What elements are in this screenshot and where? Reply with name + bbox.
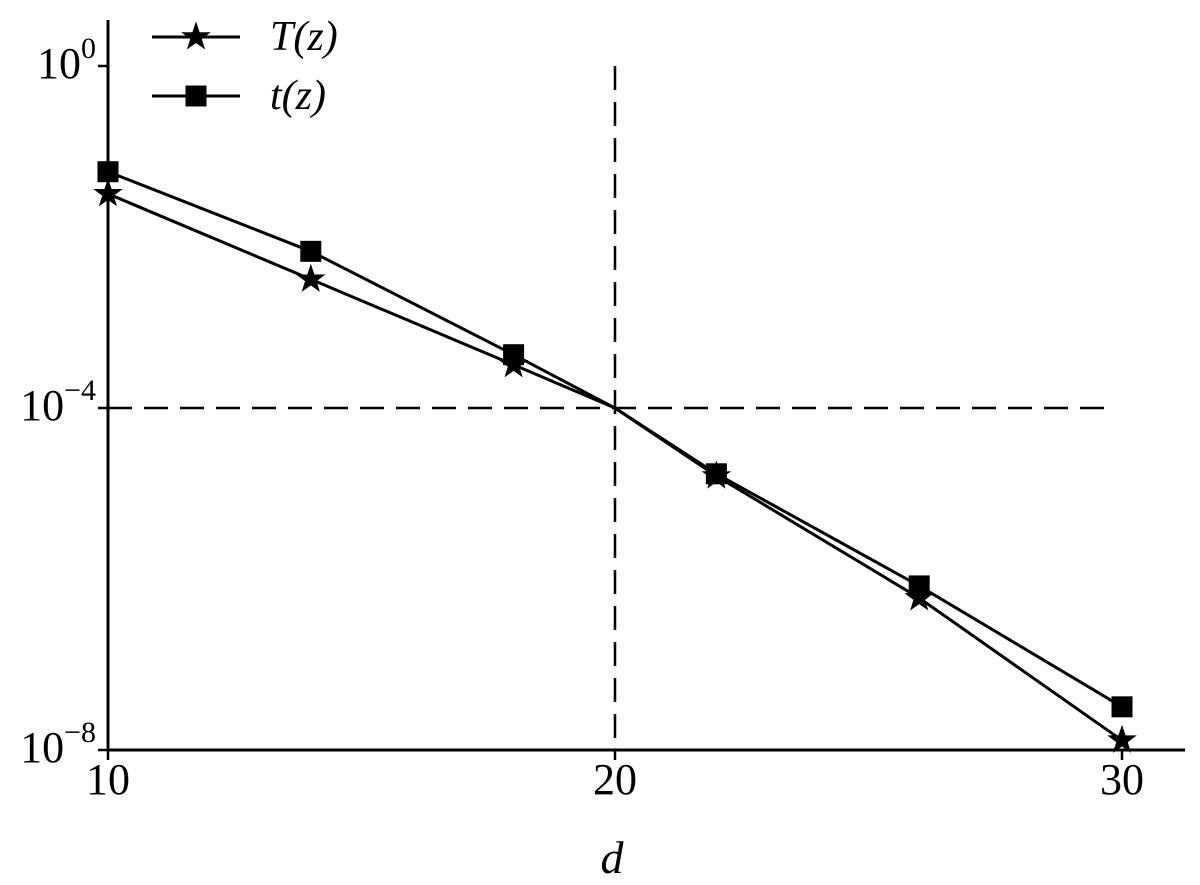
data-point-square <box>1111 696 1133 718</box>
x-tick-label: 20 <box>593 755 637 804</box>
series-layer <box>93 161 1137 753</box>
legend: T(z) t(z) <box>152 14 338 119</box>
data-point-star <box>498 349 529 378</box>
y-tick-label: 10−4 <box>20 374 96 430</box>
legend-item-square: t(z) <box>152 73 326 119</box>
series-star <box>93 178 1137 753</box>
axes: 10 20 30 100 10−4 10−8 <box>20 20 1185 804</box>
data-point-star <box>701 460 732 489</box>
legend-label: T(z) <box>270 14 338 60</box>
x-axis-title: d <box>601 832 625 883</box>
reference-lines <box>108 66 1112 750</box>
data-point-square <box>300 240 322 262</box>
x-tick-label: 30 <box>1100 755 1144 804</box>
y-tick-label: 100 <box>37 32 96 88</box>
y-tick-label: 10−8 <box>20 716 96 772</box>
legend-marker-star <box>181 21 211 50</box>
data-point-star <box>904 582 934 611</box>
data-point-star <box>1107 724 1137 753</box>
x-tick-label: 10 <box>86 755 130 804</box>
data-point-star <box>296 263 326 292</box>
legend-label: t(z) <box>270 73 326 119</box>
data-point-star <box>93 178 123 207</box>
legend-marker-square <box>185 85 207 107</box>
legend-item-star: T(z) <box>152 14 338 60</box>
